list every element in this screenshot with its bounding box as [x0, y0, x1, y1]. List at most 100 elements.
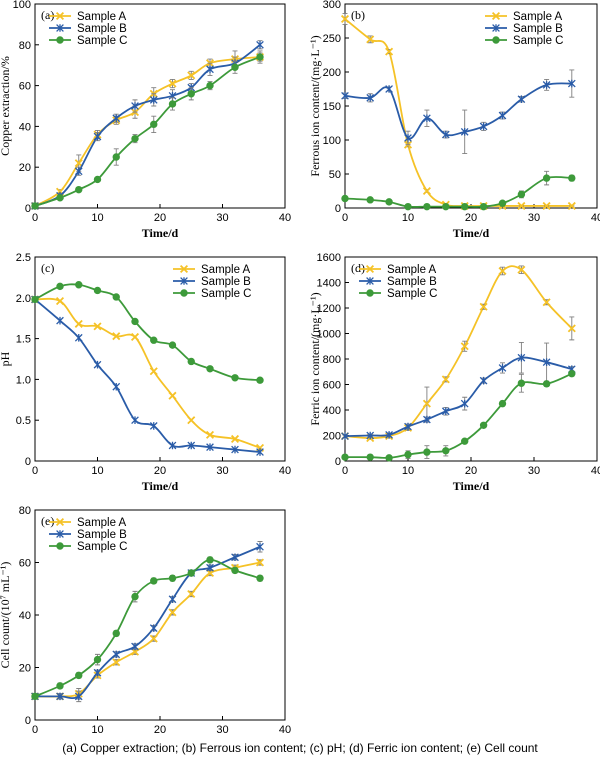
- panel-label: (b): [351, 8, 365, 22]
- series-line: [34, 56, 261, 207]
- data-point: [187, 357, 195, 366]
- data-point: [256, 53, 264, 61]
- y-tick-label: 2.0: [16, 293, 31, 305]
- legend-swatch-marker: [180, 289, 188, 297]
- data-point: [168, 441, 177, 450]
- data-point: [460, 127, 469, 136]
- panel-label: (c): [41, 261, 54, 275]
- data-point: [168, 391, 177, 400]
- series-sample-b: [31, 541, 264, 703]
- data-point: [75, 185, 83, 194]
- chart-panel-c: 0 10 20 30 40 0 0.5 1.0 1.5 2.0 2.5 Time/d pH (c) Samp…: [0, 252, 291, 493]
- x-axis-label: Time/d: [453, 479, 490, 493]
- data-point: [256, 448, 264, 456]
- data-point: [168, 79, 177, 88]
- data-point: [131, 642, 139, 651]
- data-point: [423, 415, 431, 424]
- data-point: [93, 132, 102, 141]
- series-line: [344, 175, 572, 208]
- legend-swatch-marker: [365, 264, 375, 274]
- data-point: [187, 71, 196, 80]
- y-axis-label: pH: [0, 351, 12, 366]
- y-tick-label: 100: [13, 0, 31, 11]
- data-point: [131, 317, 139, 326]
- data-point: [498, 199, 507, 207]
- data-point: [168, 341, 177, 349]
- data-point: [187, 416, 196, 425]
- y-tick-label: 200: [323, 431, 341, 443]
- data-point: [230, 434, 240, 444]
- data-point: [55, 297, 65, 306]
- x-tick-label: 30: [216, 212, 228, 224]
- x-axis-label: Time/d: [453, 226, 490, 240]
- data-point: [187, 569, 195, 577]
- legend-swatch-marker: [56, 530, 64, 538]
- series-line: [344, 265, 573, 439]
- data-point: [341, 432, 349, 440]
- chart-panel-b: 0 10 20 30 40 0 50 100 150 200 250 300 Time/d Ferrous…: [308, 0, 600, 240]
- y-axis-label: Copper extraction/%: [0, 56, 12, 156]
- data-point: [31, 295, 39, 304]
- x-tick-label: 40: [279, 465, 291, 477]
- data-point: [93, 360, 102, 369]
- x-tick-label: 10: [91, 465, 103, 477]
- legend-swatch-marker: [56, 542, 64, 550]
- data-point: [366, 93, 375, 102]
- series-sample-c: [31, 281, 264, 384]
- data-point: [231, 374, 239, 382]
- y-tick-label: 600: [323, 380, 341, 392]
- data-point: [366, 431, 375, 440]
- data-point: [205, 430, 215, 439]
- y-tick-label: 60: [19, 558, 31, 570]
- legend-swatch-marker: [366, 289, 374, 297]
- y-tick-label: 60: [19, 81, 31, 93]
- data-point: [75, 671, 83, 680]
- legend-label: Sample C: [77, 541, 128, 553]
- data-point: [112, 114, 121, 123]
- y-tick-label: 1000: [317, 329, 341, 341]
- data-point: [149, 96, 158, 104]
- data-point: [130, 332, 140, 342]
- data-point: [256, 574, 264, 582]
- panel-label: (e): [41, 514, 54, 528]
- y-axis-label: Ferrous ion content/(mg·L⁻¹): [308, 35, 322, 176]
- data-point: [150, 336, 158, 344]
- series-line: [344, 82, 572, 140]
- data-point: [542, 81, 551, 89]
- data-point: [479, 302, 488, 311]
- data-point: [149, 634, 158, 643]
- data-point: [517, 190, 526, 199]
- legend-swatch-marker: [366, 277, 374, 285]
- figure-caption: (a) Copper extraction; (b) Ferrous ion c…: [62, 741, 538, 755]
- data-point: [31, 692, 39, 701]
- data-point: [385, 454, 393, 462]
- y-tick-label: 80: [19, 505, 31, 517]
- y-tick-label: 100: [323, 135, 341, 147]
- data-point: [31, 202, 39, 210]
- x-axis-label: Time/d: [142, 226, 179, 240]
- data-point: [479, 376, 488, 385]
- y-axis-label: Ferric ion content/(mg·L⁻¹): [308, 292, 322, 425]
- data-point: [150, 120, 158, 129]
- data-point: [461, 202, 469, 211]
- data-point: [542, 174, 551, 182]
- data-point: [385, 431, 393, 439]
- legend-label: Sample A: [77, 517, 127, 529]
- x-tick-label: 30: [528, 465, 540, 477]
- data-point: [231, 553, 239, 562]
- legend-label: Sample C: [513, 35, 564, 47]
- chart-panel-a: 0 10 20 30 40 0 20 40 60 80 100 Time/d Copper extrac…: [0, 0, 291, 240]
- series-sample-c: [341, 170, 576, 211]
- y-tick-label: 400: [323, 405, 341, 417]
- series-line: [34, 44, 261, 207]
- data-point: [479, 421, 488, 429]
- legend-swatch-marker: [55, 11, 65, 21]
- y-tick-label: 20: [19, 162, 31, 174]
- x-tick-label: 10: [91, 724, 103, 736]
- y-tick-label: 200: [323, 67, 341, 79]
- data-point: [112, 332, 121, 341]
- data-point: [341, 453, 349, 461]
- series-line: [344, 356, 573, 438]
